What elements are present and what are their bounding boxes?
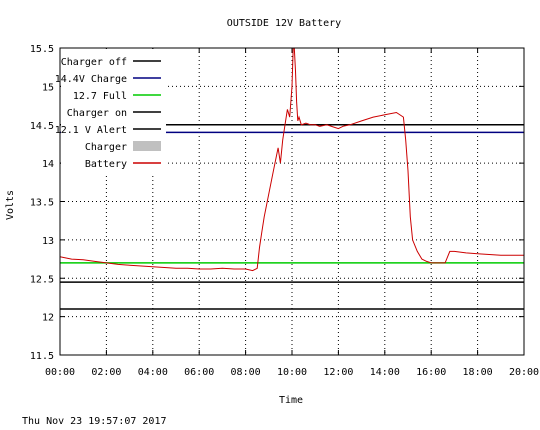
legend-label: Charger off xyxy=(61,57,127,68)
x-tick-label: 06:00 xyxy=(184,367,214,378)
y-tick-label: 14 xyxy=(42,159,54,170)
y-tick-label: 14.5 xyxy=(30,121,54,132)
y-tick-label: 15.5 xyxy=(30,44,54,55)
axis-ticks: 00:00 02:00 04:00 06:00 08:00 10:00 12:00 14:00… xyxy=(30,44,539,378)
battery-series-line xyxy=(59,47,524,272)
legend-swatch xyxy=(133,141,161,151)
x-tick-label: 14:00 xyxy=(370,367,400,378)
legend-label: 12.7 Full xyxy=(73,91,127,102)
x-tick-label: 16:00 xyxy=(416,367,446,378)
x-tick-label: 08:00 xyxy=(231,367,261,378)
legend: Charger off 14.4V Charge 12.7 Full Charger … xyxy=(55,49,166,174)
legend-label: 14.4V Charge xyxy=(55,74,127,85)
x-tick-label: 04:00 xyxy=(138,367,168,378)
series xyxy=(59,47,524,272)
x-axis-label: Time xyxy=(279,395,303,406)
x-tick-label: 12:00 xyxy=(323,367,353,378)
y-tick-label: 12 xyxy=(42,313,54,324)
x-tick-label: 02:00 xyxy=(91,367,121,378)
reference-lines xyxy=(60,124,524,310)
legend-label: Charger xyxy=(85,142,127,153)
x-tick-label: 18:00 xyxy=(463,367,493,378)
legend-label: Charger on xyxy=(67,108,127,119)
legend-label: Battery xyxy=(85,159,127,170)
legend-label: 12.1 V Alert xyxy=(55,125,127,136)
footer-timestamp: Thu Nov 23 19:57:07 2017 xyxy=(22,416,167,427)
y-tick-label: 11.5 xyxy=(30,351,54,362)
x-tick-label: 20:00 xyxy=(509,367,539,378)
x-tick-label: 10:00 xyxy=(277,367,307,378)
chart-title: OUTSIDE 12V Battery xyxy=(227,18,341,29)
y-tick-label: 12.5 xyxy=(30,274,54,285)
y-tick-label: 13.5 xyxy=(30,198,54,209)
y-axis-label: Volts xyxy=(5,190,16,220)
x-tick-label: 00:00 xyxy=(45,367,75,378)
plot-frame xyxy=(59,47,525,356)
y-tick-label: 15 xyxy=(42,82,54,93)
y-tick-label: 13 xyxy=(42,236,54,247)
